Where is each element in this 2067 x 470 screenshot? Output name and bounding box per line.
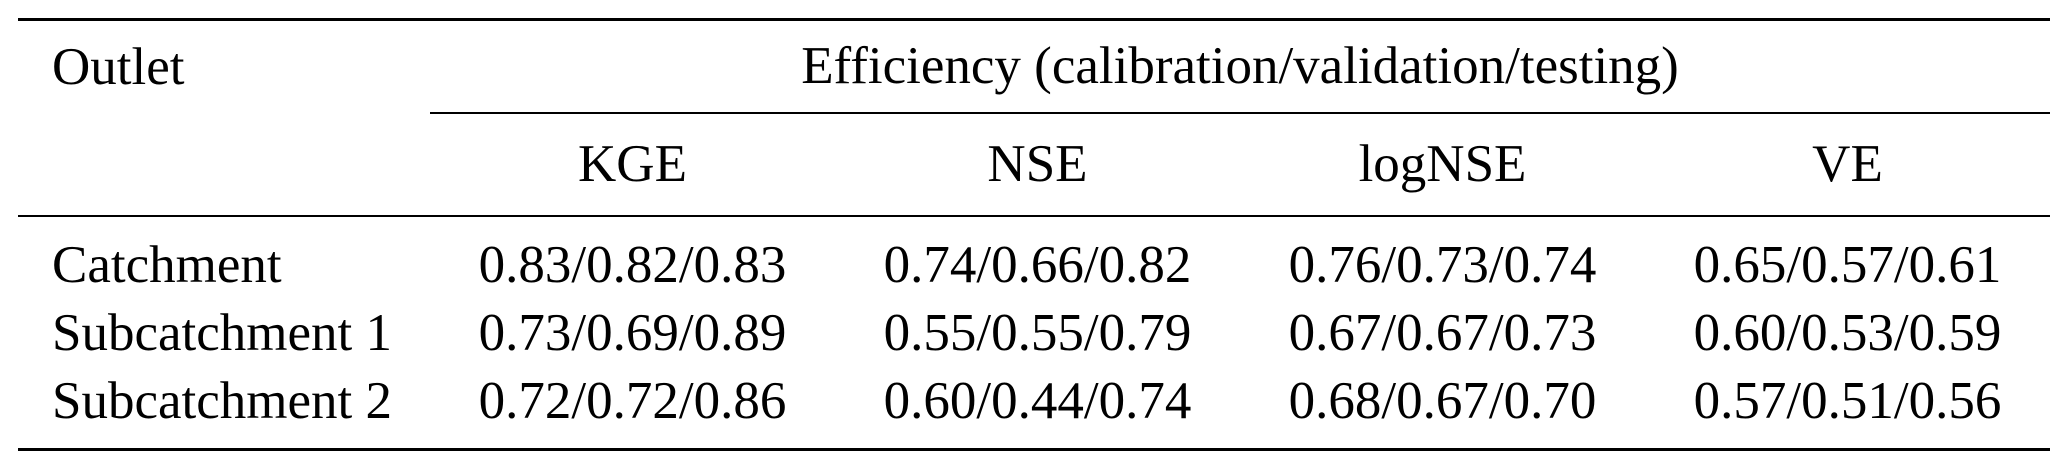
cell-subcatchment2-ve: 0.57/0.51/0.56 — [1645, 367, 2051, 451]
outlet-column-header: Outlet — [18, 18, 430, 113]
row-label-subcatchment-2: Subcatchment 2 — [18, 367, 430, 451]
cell-subcatchment1-ve: 0.60/0.53/0.59 — [1693, 303, 2002, 362]
column-header-lognse: logNSE — [1240, 113, 1645, 217]
empty-header-cell — [18, 113, 430, 217]
table-body: Catchment 0.83/0.82/0.83 0.74/0.66/0.82 … — [18, 216, 2051, 451]
cell-catchment-ve: 0.65/0.57/0.61 — [1693, 235, 2002, 294]
row-label-catchment: Catchment — [52, 235, 282, 294]
cell-subcatchment2-lognse: 0.68/0.67/0.70 — [1240, 367, 1645, 451]
efficiency-group-header: Efficiency (calibration/validation/testi… — [430, 18, 2051, 114]
cell-subcatchment2-nse: 0.60/0.44/0.74 — [835, 367, 1240, 451]
cell-catchment-kge: 0.83/0.82/0.83 — [478, 235, 787, 294]
table-row: Catchment 0.83/0.82/0.83 0.74/0.66/0.82 … — [18, 216, 2050, 299]
column-header-ve: VE — [1645, 113, 2051, 217]
results-table-container: Outlet Efficiency (calibration/validatio… — [18, 18, 2051, 451]
table-header: Outlet Efficiency (calibration/validatio… — [18, 18, 2051, 217]
cell-subcatchment1-lognse: 0.67/0.67/0.73 — [1288, 303, 1597, 362]
row-label-subcatchment-1: Subcatchment 1 — [52, 303, 392, 362]
table-row: Subcatchment 2 0.72/0.72/0.86 0.60/0.44/… — [18, 367, 2051, 451]
cell-catchment-nse: 0.74/0.66/0.82 — [883, 235, 1192, 294]
table-row: Subcatchment 1 0.73/0.69/0.89 0.55/0.55/… — [18, 299, 2050, 367]
column-header-nse: NSE — [835, 113, 1240, 217]
cell-subcatchment2-kge: 0.72/0.72/0.86 — [430, 367, 835, 451]
efficiency-results-table: Outlet Efficiency (calibration/validatio… — [18, 18, 2051, 451]
group-header-row: Outlet Efficiency (calibration/validatio… — [18, 18, 2051, 114]
cell-subcatchment1-nse: 0.55/0.55/0.79 — [883, 303, 1192, 362]
cell-catchment-lognse: 0.76/0.73/0.74 — [1288, 235, 1597, 294]
cell-subcatchment1-kge: 0.73/0.69/0.89 — [478, 303, 787, 362]
metric-header-row: KGE NSE logNSE VE — [18, 113, 2051, 217]
column-header-kge: KGE — [430, 113, 835, 217]
